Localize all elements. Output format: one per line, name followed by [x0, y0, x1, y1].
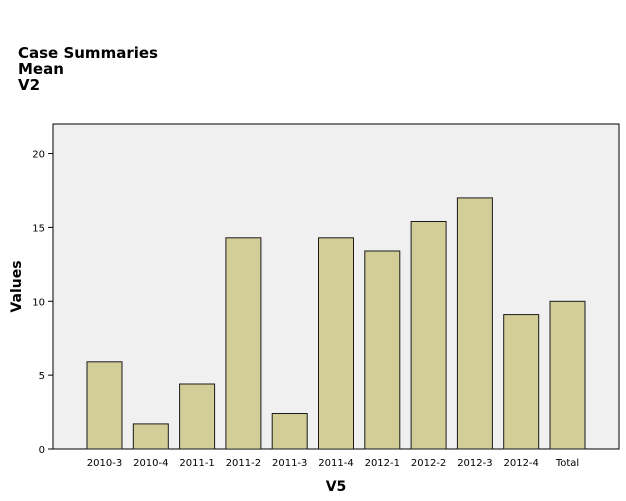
y-tick-label: 5 [39, 371, 45, 382]
y-tick-label: 0 [39, 445, 45, 456]
bar-total [549, 300, 586, 450]
bar-2012-3 [456, 197, 493, 450]
x-tick-label: 2010-4 [133, 458, 168, 469]
x-tick-label: 2010-3 [87, 458, 122, 469]
x-tick-label: 2012-4 [503, 458, 538, 469]
x-tick-label: 2011-1 [179, 458, 214, 469]
bar-2011-2 [225, 237, 262, 450]
chart-subtitle-variable: V2 [18, 76, 41, 94]
x-tick-label: 2011-4 [318, 458, 353, 469]
y-tick-label: 15 [32, 223, 45, 234]
bar-2010-4 [132, 423, 169, 450]
y-axis: 0 5 10 15 20 [32, 150, 53, 456]
x-tick-label: 2012-3 [457, 458, 492, 469]
bars-group [86, 197, 586, 450]
bar-2010-3 [86, 361, 123, 450]
chart-title: Case Summaries [18, 44, 158, 62]
y-tick-label: 20 [32, 150, 45, 161]
x-tick-label: 2012-1 [365, 458, 400, 469]
chart-title-block: Case Summaries Mean V2 [18, 45, 158, 93]
x-axis: 2010-3 2010-4 2011-1 2011-2 2011-3 2011-4 2012… [87, 458, 579, 469]
y-tick-label: 10 [32, 297, 45, 308]
chart-subtitle-statistic: Mean [18, 60, 64, 78]
bar-2012-4 [503, 314, 540, 450]
x-tick-label: 2011-2 [226, 458, 261, 469]
y-axis-title: Values [9, 260, 25, 312]
bar-2011-4 [318, 237, 354, 450]
bar-2012-2 [410, 221, 447, 450]
bar-2011-3 [271, 413, 308, 450]
x-axis-title: V5 [326, 479, 347, 495]
x-tick-label: Total [555, 458, 579, 469]
bar-2012-1 [364, 250, 401, 450]
bar-2011-1 [179, 383, 216, 450]
x-tick-label: 2012-2 [411, 458, 446, 469]
x-tick-label: 2011-3 [272, 458, 307, 469]
